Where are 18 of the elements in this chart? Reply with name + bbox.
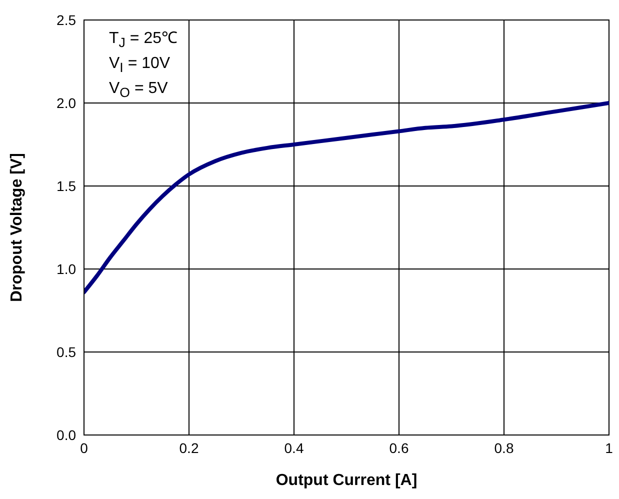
- y-tick-label: 0.5: [56, 344, 76, 360]
- annotation: V$_{O}$ = 5V: [109, 79, 169, 103]
- y-tick-label: 1.5: [56, 178, 76, 194]
- y-axis-title: Dropout Voltage [V]: [8, 152, 26, 302]
- y-tick-label: 2.5: [56, 12, 76, 28]
- x-tick-label: 1: [605, 440, 614, 456]
- y-tick-label: 2.0: [56, 94, 76, 111]
- annotation: T$_{J}$ = 25℃: [109, 29, 178, 52]
- line-series: [84, 101, 609, 294]
- y-tick-label: 1.0: [56, 260, 76, 277]
- x-tick-label: 0.4: [284, 440, 304, 456]
- x-tick-label: 0.6: [389, 440, 409, 456]
- x-axis-title: Output Current [A]: [276, 472, 418, 489]
- y-tick-label: 0.0: [56, 426, 76, 443]
- x-tick-label: 0: [80, 440, 88, 456]
- x-tick-label: 0.8: [494, 440, 514, 456]
- x-tick-label: 0.2: [179, 440, 199, 456]
- annotation: V$_{I}$ = 10V: [109, 54, 172, 78]
